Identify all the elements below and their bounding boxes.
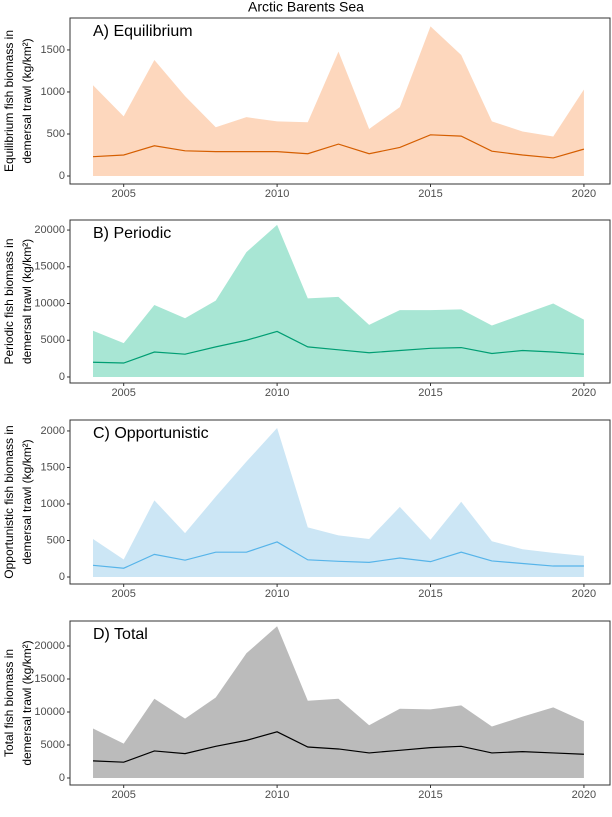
y-tick-label: 20000 — [34, 224, 65, 236]
x-tick-label: 2015 — [418, 789, 442, 801]
x-tick-label: 2010 — [265, 789, 289, 801]
y-tick-label: 0 — [59, 371, 65, 383]
y-tick-label: 0 — [59, 571, 65, 583]
y-tick-label: 10000 — [34, 297, 65, 309]
y-tick-label: 0 — [59, 170, 65, 182]
x-tick-label: 2020 — [572, 188, 596, 200]
x-tick-label: 2005 — [111, 188, 135, 200]
y-tick-label: 500 — [47, 128, 65, 140]
panel-title: A) Equilibrium — [93, 23, 193, 40]
figure-title: Arctic Barents Sea — [248, 0, 364, 15]
panel-title: D) Total — [93, 626, 148, 643]
area — [93, 224, 584, 377]
x-tick-label: 2005 — [111, 789, 135, 801]
y-tick-label: 1000 — [41, 498, 65, 510]
y-tick-label: 5000 — [41, 334, 65, 346]
y-axis-label: Total fish biomass in — [2, 649, 16, 757]
area — [93, 626, 584, 779]
panel-border — [69, 219, 611, 384]
y-tick-label: 10000 — [34, 706, 65, 718]
x-tick-label: 2020 — [572, 387, 596, 399]
y-axis-label: demersal trawl (kg/km²) — [20, 439, 34, 564]
panel-border — [69, 620, 611, 786]
y-axis-label: demersal trawl (kg/km²) — [20, 239, 34, 364]
y-axis-label: Opportunistic fish biomass in — [2, 425, 16, 578]
panel-border — [69, 419, 611, 585]
y-tick-label: 5000 — [41, 739, 65, 751]
y-tick-label: 15000 — [34, 261, 65, 273]
area — [93, 26, 584, 177]
panel-title: B) Periodic — [93, 225, 171, 242]
y-tick-label: 2000 — [41, 425, 65, 437]
x-tick-label: 2005 — [111, 588, 135, 600]
x-tick-label: 2005 — [111, 387, 135, 399]
y-tick-label: 0 — [59, 772, 65, 784]
x-tick-label: 2020 — [572, 588, 596, 600]
x-tick-label: 2015 — [418, 188, 442, 200]
y-axis-label: demersal trawl (kg/km²) — [20, 640, 34, 765]
y-tick-label: 500 — [47, 534, 65, 546]
y-axis-label: Periodic fish biomass in — [2, 238, 16, 364]
y-axis-label: demersal trawl (kg/km²) — [20, 38, 34, 163]
x-tick-label: 2020 — [572, 789, 596, 801]
x-tick-label: 2015 — [418, 387, 442, 399]
y-tick-label: 20000 — [34, 640, 65, 652]
line — [92, 134, 585, 159]
line — [92, 731, 584, 763]
x-tick-label: 2010 — [265, 588, 289, 600]
y-tick-label: 1500 — [41, 44, 65, 56]
x-tick-label: 2010 — [265, 188, 289, 200]
line — [92, 541, 584, 569]
panel-title: C) Opportunistic — [93, 425, 209, 442]
x-tick-label: 2010 — [265, 387, 289, 399]
y-tick-label: 1000 — [41, 86, 65, 98]
y-axis-label: Equilibrium fish biomass in — [2, 30, 16, 172]
y-tick-label: 15000 — [34, 673, 65, 685]
line — [92, 330, 584, 364]
area — [93, 428, 584, 577]
panel-border — [69, 17, 611, 185]
x-tick-label: 2015 — [418, 588, 442, 600]
y-tick-label: 1500 — [41, 461, 65, 473]
